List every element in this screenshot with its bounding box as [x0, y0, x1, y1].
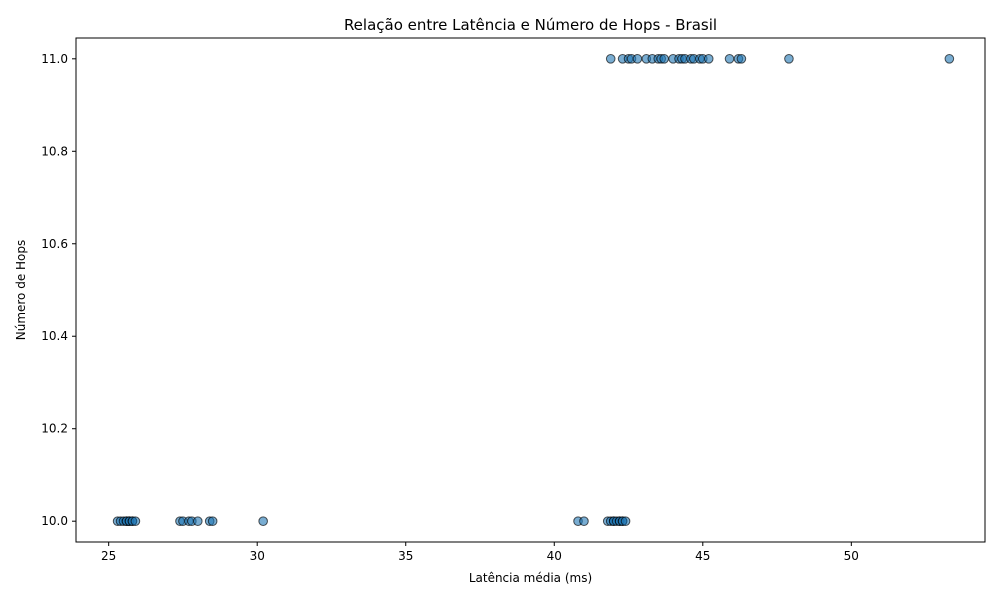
data-point — [130, 516, 141, 526]
y-tick-label: 11.0 — [41, 52, 68, 66]
data-point — [659, 54, 669, 64]
data-point — [258, 516, 268, 526]
y-axis: 10.0 10.2 10.4 10.6 10.8 11.0 — [41, 52, 76, 528]
data-point — [944, 54, 955, 64]
y-tick-label: 10.4 — [41, 329, 68, 343]
x-tick-label: 35 — [398, 549, 413, 563]
x-tick-label: 45 — [695, 549, 710, 563]
x-tick-label: 25 — [101, 549, 116, 563]
plot-area-frame — [75, 37, 986, 543]
data-points — [112, 54, 955, 526]
chart-title: Relação entre Latência e Número de Hops … — [344, 16, 717, 34]
data-point — [620, 516, 631, 526]
data-point — [703, 54, 714, 64]
y-tick-label: 10.8 — [41, 144, 68, 158]
x-axis: 25 30 35 40 45 50 — [101, 542, 859, 563]
y-tick-label: 10.2 — [41, 422, 68, 436]
x-tick-label: 30 — [250, 549, 265, 563]
y-tick-label: 10.6 — [41, 237, 68, 251]
x-axis-label: Latência média (ms) — [469, 571, 592, 585]
data-point — [192, 516, 203, 526]
data-point — [736, 54, 747, 64]
data-point — [632, 54, 643, 64]
data-point — [579, 516, 589, 526]
data-point — [784, 54, 794, 64]
y-axis-label: Número de Hops — [14, 240, 28, 341]
data-point — [207, 516, 218, 526]
x-tick-label: 40 — [547, 549, 562, 563]
x-tick-label: 50 — [844, 549, 859, 563]
y-tick-label: 10.0 — [41, 514, 68, 528]
data-point — [605, 54, 616, 64]
data-point — [724, 54, 735, 64]
